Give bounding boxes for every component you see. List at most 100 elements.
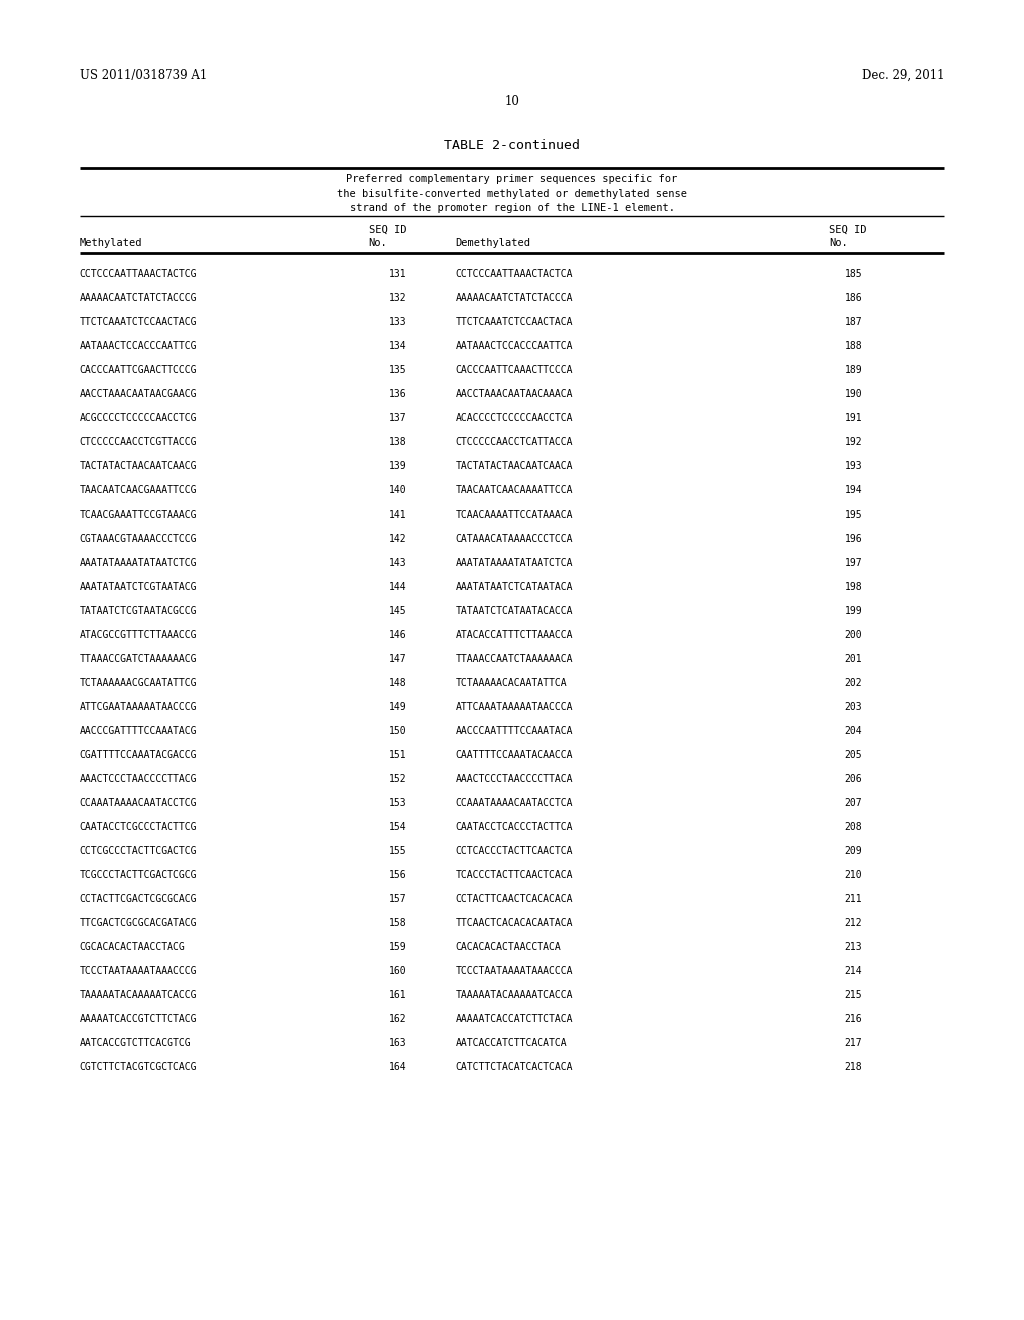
- Text: 140: 140: [389, 486, 407, 495]
- Text: AACCTAAACAATAACAAACA: AACCTAAACAATAACAAACA: [456, 389, 573, 400]
- Text: AATAAACTCCACCCAATTCG: AATAAACTCCACCCAATTCG: [80, 342, 198, 351]
- Text: TTCAACTCACACACAATACA: TTCAACTCACACACAATACA: [456, 917, 573, 928]
- Text: 213: 213: [845, 942, 862, 952]
- Text: CGCACACACTAACCTACG: CGCACACACTAACCTACG: [80, 942, 185, 952]
- Text: No.: No.: [369, 238, 387, 248]
- Text: CAATACCTCACCCTACTTCA: CAATACCTCACCCTACTTCA: [456, 822, 573, 832]
- Text: 145: 145: [389, 606, 407, 615]
- Text: CACACACACTAACCTACA: CACACACACTAACCTACA: [456, 942, 561, 952]
- Text: 208: 208: [845, 822, 862, 832]
- Text: CCTCCCAATTAAACTACTCA: CCTCCCAATTAAACTACTCA: [456, 269, 573, 280]
- Text: US 2011/0318739 A1: US 2011/0318739 A1: [80, 69, 207, 82]
- Text: 147: 147: [389, 653, 407, 664]
- Text: 201: 201: [845, 653, 862, 664]
- Text: TCCCTAATAAAATAAACCCG: TCCCTAATAAAATAAACCCG: [80, 966, 198, 975]
- Text: CTCCCCCAACCTCATTACCA: CTCCCCCAACCTCATTACCA: [456, 437, 573, 447]
- Text: 209: 209: [845, 846, 862, 855]
- Text: AAACTCCCTAACCCCTTACG: AAACTCCCTAACCCCTTACG: [80, 774, 198, 784]
- Text: TCGCCCTACTTCGACTCGCG: TCGCCCTACTTCGACTCGCG: [80, 870, 198, 880]
- Text: AATAAACTCCACCCAATTCA: AATAAACTCCACCCAATTCA: [456, 342, 573, 351]
- Text: 186: 186: [845, 293, 862, 304]
- Text: 158: 158: [389, 917, 407, 928]
- Text: TAACAATCAACGAAATTCCG: TAACAATCAACGAAATTCCG: [80, 486, 198, 495]
- Text: TTAAACCAATCTAAAAAACA: TTAAACCAATCTAAAAAACA: [456, 653, 573, 664]
- Text: TCACCCTACTTCAACTCACA: TCACCCTACTTCAACTCACA: [456, 870, 573, 880]
- Text: 217: 217: [845, 1038, 862, 1048]
- Text: AAACTCCCTAACCCCTTACA: AAACTCCCTAACCCCTTACA: [456, 774, 573, 784]
- Text: AAATATAATCTCGTAATACG: AAATATAATCTCGTAATACG: [80, 582, 198, 591]
- Text: 142: 142: [389, 533, 407, 544]
- Text: TACTATACTAACAATCAACG: TACTATACTAACAATCAACG: [80, 462, 198, 471]
- Text: 190: 190: [845, 389, 862, 400]
- Text: 157: 157: [389, 894, 407, 904]
- Text: AATCACCGTCTTCACGTCG: AATCACCGTCTTCACGTCG: [80, 1038, 191, 1048]
- Text: 151: 151: [389, 750, 407, 760]
- Text: TABLE 2-continued: TABLE 2-continued: [444, 139, 580, 152]
- Text: SEQ ID: SEQ ID: [829, 224, 867, 235]
- Text: 138: 138: [389, 437, 407, 447]
- Text: 143: 143: [389, 557, 407, 568]
- Text: 195: 195: [845, 510, 862, 520]
- Text: 187: 187: [845, 317, 862, 327]
- Text: TATAATCTCATAATACACCA: TATAATCTCATAATACACCA: [456, 606, 573, 615]
- Text: 139: 139: [389, 462, 407, 471]
- Text: 133: 133: [389, 317, 407, 327]
- Text: 199: 199: [845, 606, 862, 615]
- Text: ACACCCCTCCCCCAACCTCA: ACACCCCTCCCCCAACCTCA: [456, 413, 573, 424]
- Text: 193: 193: [845, 462, 862, 471]
- Text: Preferred complementary primer sequences specific for
the bisulfite-converted me: Preferred complementary primer sequences…: [337, 174, 687, 213]
- Text: AAAAATCACCATCTTCTACA: AAAAATCACCATCTTCTACA: [456, 1014, 573, 1024]
- Text: 202: 202: [845, 677, 862, 688]
- Text: CCTACTTCGACTCGCGCACG: CCTACTTCGACTCGCGCACG: [80, 894, 198, 904]
- Text: ATACGCCGTTTCTTAAACCG: ATACGCCGTTTCTTAAACCG: [80, 630, 198, 640]
- Text: 131: 131: [389, 269, 407, 280]
- Text: 164: 164: [389, 1063, 407, 1072]
- Text: SEQ ID: SEQ ID: [369, 224, 407, 235]
- Text: CATCTTCTACATCACTCACA: CATCTTCTACATCACTCACA: [456, 1063, 573, 1072]
- Text: AACCTAAACAATAACGAACG: AACCTAAACAATAACGAACG: [80, 389, 198, 400]
- Text: 134: 134: [389, 342, 407, 351]
- Text: 149: 149: [389, 702, 407, 711]
- Text: TAAAAATACAAAAATCACCG: TAAAAATACAAAAATCACCG: [80, 990, 198, 1001]
- Text: 152: 152: [389, 774, 407, 784]
- Text: 161: 161: [389, 990, 407, 1001]
- Text: 144: 144: [389, 582, 407, 591]
- Text: TATAATCTCGTAATACGCCG: TATAATCTCGTAATACGCCG: [80, 606, 198, 615]
- Text: 163: 163: [389, 1038, 407, 1048]
- Text: 214: 214: [845, 966, 862, 975]
- Text: CCAAATAAAACAATACCTCA: CCAAATAAAACAATACCTCA: [456, 797, 573, 808]
- Text: AAATATAATCTCATAATACA: AAATATAATCTCATAATACA: [456, 582, 573, 591]
- Text: 192: 192: [845, 437, 862, 447]
- Text: 211: 211: [845, 894, 862, 904]
- Text: 154: 154: [389, 822, 407, 832]
- Text: 136: 136: [389, 389, 407, 400]
- Text: TTCTCAAATCTCCAACTACG: TTCTCAAATCTCCAACTACG: [80, 317, 198, 327]
- Text: 148: 148: [389, 677, 407, 688]
- Text: AAATATAAAATATAATCTCG: AAATATAAAATATAATCTCG: [80, 557, 198, 568]
- Text: ATTCGAATAAAAATAACCCG: ATTCGAATAAAAATAACCCG: [80, 702, 198, 711]
- Text: CTCCCCCAACCTCGTTACCG: CTCCCCCAACCTCGTTACCG: [80, 437, 198, 447]
- Text: 198: 198: [845, 582, 862, 591]
- Text: 141: 141: [389, 510, 407, 520]
- Text: TACTATACTAACAATCAACA: TACTATACTAACAATCAACA: [456, 462, 573, 471]
- Text: 205: 205: [845, 750, 862, 760]
- Text: 189: 189: [845, 366, 862, 375]
- Text: No.: No.: [829, 238, 848, 248]
- Text: 206: 206: [845, 774, 862, 784]
- Text: 10: 10: [505, 95, 519, 108]
- Text: AAAAATCACCGTCTTCTACG: AAAAATCACCGTCTTCTACG: [80, 1014, 198, 1024]
- Text: 207: 207: [845, 797, 862, 808]
- Text: 210: 210: [845, 870, 862, 880]
- Text: TTCGACTCGCGCACGATACG: TTCGACTCGCGCACGATACG: [80, 917, 198, 928]
- Text: TAAAAATACAAAAATCACCA: TAAAAATACAAAAATCACCA: [456, 990, 573, 1001]
- Text: 146: 146: [389, 630, 407, 640]
- Text: CACCCAATTCAAACTTCCCA: CACCCAATTCAAACTTCCCA: [456, 366, 573, 375]
- Text: TCAACAAAATTCCATAAACA: TCAACAAAATTCCATAAACA: [456, 510, 573, 520]
- Text: 185: 185: [845, 269, 862, 280]
- Text: CCTCCCAATTAAACTACTCG: CCTCCCAATTAAACTACTCG: [80, 269, 198, 280]
- Text: CGATTTTCCAAATACGACCG: CGATTTTCCAAATACGACCG: [80, 750, 198, 760]
- Text: CCAAATAAAACAATACCTCG: CCAAATAAAACAATACCTCG: [80, 797, 198, 808]
- Text: 191: 191: [845, 413, 862, 424]
- Text: 197: 197: [845, 557, 862, 568]
- Text: TCCCTAATAAAATAAACCCA: TCCCTAATAAAATAAACCCA: [456, 966, 573, 975]
